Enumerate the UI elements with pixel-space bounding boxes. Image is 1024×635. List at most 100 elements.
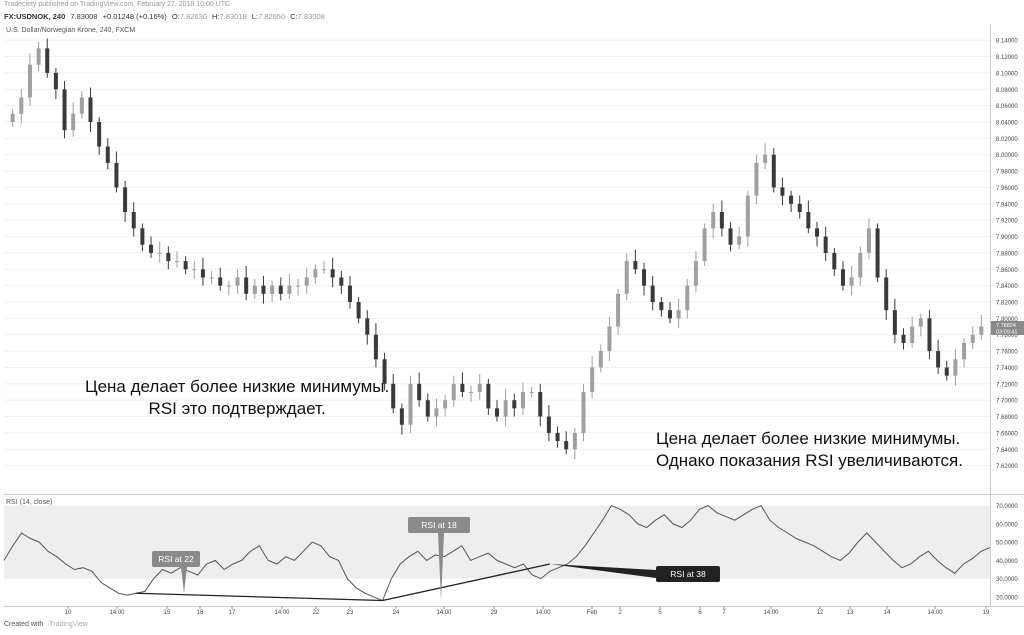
candle-body (174, 261, 179, 263)
candle-body (261, 285, 266, 294)
candle-body (123, 187, 128, 212)
candle-body (840, 269, 845, 286)
candle-body (529, 392, 534, 393)
time-tick-label: 17 (229, 610, 236, 616)
candle-body (823, 236, 828, 253)
candle-body (27, 64, 32, 98)
candle-body (105, 146, 110, 163)
candle-body (278, 285, 283, 294)
candle-body (581, 392, 586, 433)
candle-body (858, 252, 863, 278)
candle-body (711, 212, 716, 229)
candle-body (304, 277, 309, 286)
time-tick-label: 14:00 (274, 610, 290, 616)
symbol-name[interactable]: FX:USDNOK, 240 (4, 12, 66, 21)
chart-canvas[interactable]: 8.14000 8.12000 8.10000 8.08000 8.06000 8.040… (0, 0, 1024, 618)
price-tick-label: 7.74000 (996, 366, 1018, 372)
time-tick-label: 5 (658, 610, 662, 616)
candle-body (244, 277, 249, 294)
divergence-line (382, 563, 550, 602)
candle-body (719, 212, 724, 229)
candle-body (763, 154, 768, 163)
ohlc-close-key: C: (290, 12, 298, 21)
price-tick-label: 7.78000 (996, 333, 1018, 339)
candle-body (728, 228, 733, 245)
candle-body (520, 392, 525, 409)
time-tick-label: 2 (618, 610, 622, 616)
candle-body (607, 326, 612, 352)
ohlc-low-value: 7.82650 (258, 12, 286, 21)
candle-body (330, 269, 335, 278)
candle-body (702, 228, 707, 262)
candle-body (849, 277, 854, 286)
candle-body (693, 261, 698, 286)
candle-body (650, 285, 655, 302)
price-tick-label: 7.90000 (996, 235, 1018, 241)
last-price: 7.83008 (70, 12, 98, 21)
candle-body (572, 432, 577, 450)
annotation-left: Цена делает более низкие минимумы. RSI э… (85, 376, 389, 420)
candle-body (434, 408, 439, 417)
candle-body (443, 400, 448, 409)
candle-body (892, 310, 897, 335)
candle-body (140, 228, 145, 245)
time-tick-label: 22 (313, 610, 320, 616)
callout-rsi-22: RSI at 22 (152, 551, 200, 594)
price-axis: 8.14000 8.12000 8.10000 8.08000 8.06000 8.040… (991, 39, 1024, 470)
candle-body (564, 441, 569, 450)
price-tick-label: 8.02000 (996, 137, 1018, 143)
price-tick-label: 7.94000 (996, 202, 1018, 208)
callout-rsi-38: RSI at 38 (549, 564, 720, 582)
footer-created: Created with (4, 621, 44, 628)
footer: Created with TradingView (4, 621, 88, 628)
candle-body (460, 383, 465, 392)
time-axis: 10 14:00 15 16 17 14:00 22 23 24 14:00 29 14:00 Feb 2… (65, 606, 990, 616)
candle-body (815, 228, 820, 237)
price-tick-label: 8.10000 (996, 71, 1018, 77)
rsi-tick-label: 50.0000 (996, 541, 1018, 547)
candle-body (633, 261, 638, 270)
price-tick-label: 7.70000 (996, 399, 1018, 405)
time-tick-label: Feb (587, 610, 598, 616)
candle-body (918, 318, 923, 327)
candle-body (789, 195, 794, 204)
callout-rsi-18-label: RSI at 18 (421, 520, 457, 530)
candle-body (19, 97, 24, 114)
price-tick-label: 7.62000 (996, 464, 1018, 470)
price-grid (4, 24, 1024, 607)
candle-body (953, 359, 958, 376)
candle-body (616, 293, 621, 327)
rsi-pane-title: RSI (14, close) (6, 499, 53, 506)
candle-body (901, 334, 906, 343)
callout-rsi-22-label: RSI at 22 (158, 554, 194, 564)
callout-rsi-38-box (656, 566, 720, 582)
candle-body (979, 326, 984, 335)
rsi-band (4, 505, 990, 579)
price-tick-label: 7.76000 (996, 350, 1018, 356)
time-tick-label: 24 (393, 610, 400, 616)
candle-body (875, 228, 880, 278)
candle-body (356, 302, 361, 319)
candle-body (486, 383, 491, 409)
price-tick-label: 8.08000 (996, 88, 1018, 94)
candle-body (97, 122, 102, 147)
price-tick-label: 7.82000 (996, 301, 1018, 307)
price-tick-label: 8.14000 (996, 39, 1018, 45)
price-tick-label: 8.12000 (996, 55, 1018, 61)
candle-body (62, 89, 67, 131)
ohlc-open-key: O: (171, 12, 180, 21)
candle-body (477, 383, 482, 392)
price-tick-label: 7.92000 (996, 219, 1018, 225)
footer-brand[interactable]: TradingView (49, 621, 88, 628)
candle-body (495, 408, 499, 417)
price-tick-label: 7.80000 (996, 317, 1018, 323)
last-price-marker (991, 320, 1024, 335)
candle-body (936, 351, 941, 368)
time-tick-label: 13 (847, 610, 854, 616)
candle-body (192, 269, 197, 271)
price-tick-label: 7.84000 (996, 284, 1018, 290)
price-tick-label: 7.96000 (996, 186, 1018, 192)
candle-body (598, 351, 603, 368)
candle-body (399, 408, 404, 425)
candle-body (642, 269, 647, 286)
